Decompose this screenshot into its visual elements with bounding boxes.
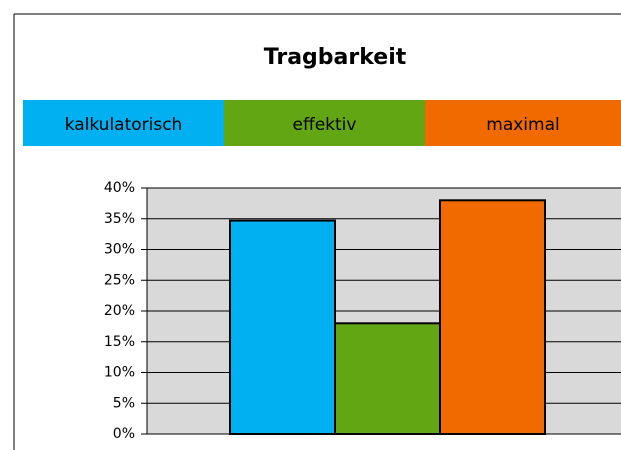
y-tick-label: 20%: [104, 303, 135, 319]
y-tick-label: 25%: [104, 272, 135, 288]
legend-box: [224, 100, 425, 146]
bar: [439, 199, 546, 435]
legend-box: [23, 100, 224, 146]
legend-label: maximal: [486, 115, 559, 135]
y-tick-label: 15%: [104, 334, 135, 350]
y-tick-label: 30%: [104, 242, 135, 258]
y-tick-label: 0%: [113, 426, 135, 442]
chart-title: Tragbarkeit: [264, 45, 407, 70]
legend-box: [425, 100, 621, 146]
bar: [334, 322, 441, 435]
y-tick-label: 35%: [104, 211, 135, 227]
legend-label: kalkulatorisch: [65, 115, 183, 135]
bar: [229, 219, 336, 435]
y-tick-label: 5%: [113, 395, 135, 411]
legend-label: effektiv: [293, 115, 357, 135]
y-tick-label: 40%: [104, 180, 135, 196]
y-tick-label: 10%: [104, 365, 135, 381]
